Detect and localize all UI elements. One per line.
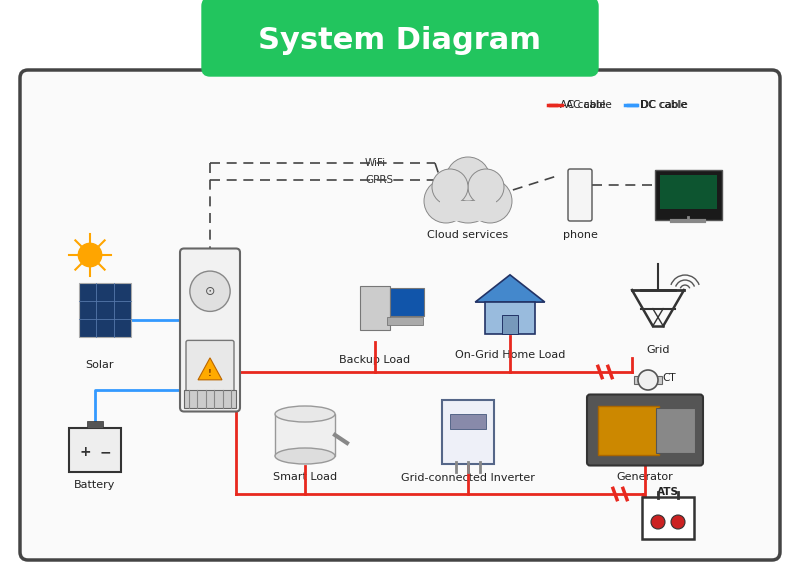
Text: Solar: Solar bbox=[86, 360, 114, 370]
FancyBboxPatch shape bbox=[659, 175, 717, 209]
Circle shape bbox=[432, 169, 468, 205]
FancyBboxPatch shape bbox=[656, 407, 694, 453]
Text: AC cable: AC cable bbox=[560, 100, 606, 110]
Circle shape bbox=[424, 179, 468, 223]
FancyBboxPatch shape bbox=[186, 340, 234, 399]
FancyBboxPatch shape bbox=[390, 288, 424, 316]
Text: Generator: Generator bbox=[617, 472, 674, 482]
FancyBboxPatch shape bbox=[79, 283, 131, 337]
Text: GPRS: GPRS bbox=[365, 175, 393, 185]
Text: Grid-connected Inverter: Grid-connected Inverter bbox=[401, 473, 535, 483]
Text: !: ! bbox=[208, 369, 212, 378]
Text: +: + bbox=[79, 445, 91, 459]
Text: Backup Load: Backup Load bbox=[339, 355, 410, 365]
FancyBboxPatch shape bbox=[442, 400, 494, 464]
FancyBboxPatch shape bbox=[485, 302, 535, 334]
FancyBboxPatch shape bbox=[360, 286, 390, 330]
Circle shape bbox=[440, 167, 496, 223]
FancyBboxPatch shape bbox=[275, 414, 335, 456]
Text: Smart Load: Smart Load bbox=[273, 472, 337, 482]
Text: phone: phone bbox=[562, 230, 598, 240]
Text: ⊙: ⊙ bbox=[205, 285, 215, 298]
Text: Grid: Grid bbox=[646, 345, 670, 355]
FancyBboxPatch shape bbox=[440, 201, 496, 221]
FancyBboxPatch shape bbox=[387, 317, 423, 325]
FancyBboxPatch shape bbox=[634, 376, 662, 384]
Circle shape bbox=[446, 157, 490, 201]
Circle shape bbox=[671, 515, 685, 529]
FancyBboxPatch shape bbox=[87, 421, 103, 428]
FancyBboxPatch shape bbox=[598, 406, 658, 454]
FancyBboxPatch shape bbox=[180, 249, 240, 411]
Text: −: − bbox=[99, 445, 111, 459]
Circle shape bbox=[638, 370, 658, 390]
Text: DC cable: DC cable bbox=[640, 100, 686, 110]
Text: WiFi: WiFi bbox=[365, 158, 386, 168]
FancyBboxPatch shape bbox=[202, 0, 598, 76]
FancyBboxPatch shape bbox=[450, 414, 486, 429]
FancyBboxPatch shape bbox=[568, 169, 592, 221]
Ellipse shape bbox=[275, 406, 335, 422]
Text: AC cable: AC cable bbox=[566, 100, 612, 110]
Circle shape bbox=[468, 169, 504, 205]
FancyBboxPatch shape bbox=[642, 497, 694, 539]
FancyBboxPatch shape bbox=[654, 170, 722, 220]
FancyBboxPatch shape bbox=[184, 390, 236, 407]
FancyBboxPatch shape bbox=[502, 315, 518, 334]
FancyBboxPatch shape bbox=[69, 428, 121, 472]
Polygon shape bbox=[198, 358, 222, 380]
Text: System Diagram: System Diagram bbox=[258, 26, 542, 55]
Circle shape bbox=[651, 515, 665, 529]
Polygon shape bbox=[475, 275, 545, 302]
Circle shape bbox=[190, 271, 230, 311]
Circle shape bbox=[78, 243, 102, 267]
Text: Cloud services: Cloud services bbox=[427, 230, 509, 240]
FancyBboxPatch shape bbox=[587, 395, 703, 466]
Circle shape bbox=[468, 179, 512, 223]
Text: ATS: ATS bbox=[657, 487, 679, 497]
Text: On-Grid Home Load: On-Grid Home Load bbox=[455, 350, 565, 360]
Ellipse shape bbox=[275, 448, 335, 464]
Text: Battery: Battery bbox=[74, 480, 116, 490]
Text: DC cable: DC cable bbox=[641, 100, 688, 110]
FancyBboxPatch shape bbox=[20, 70, 780, 560]
Text: CT: CT bbox=[662, 373, 676, 383]
